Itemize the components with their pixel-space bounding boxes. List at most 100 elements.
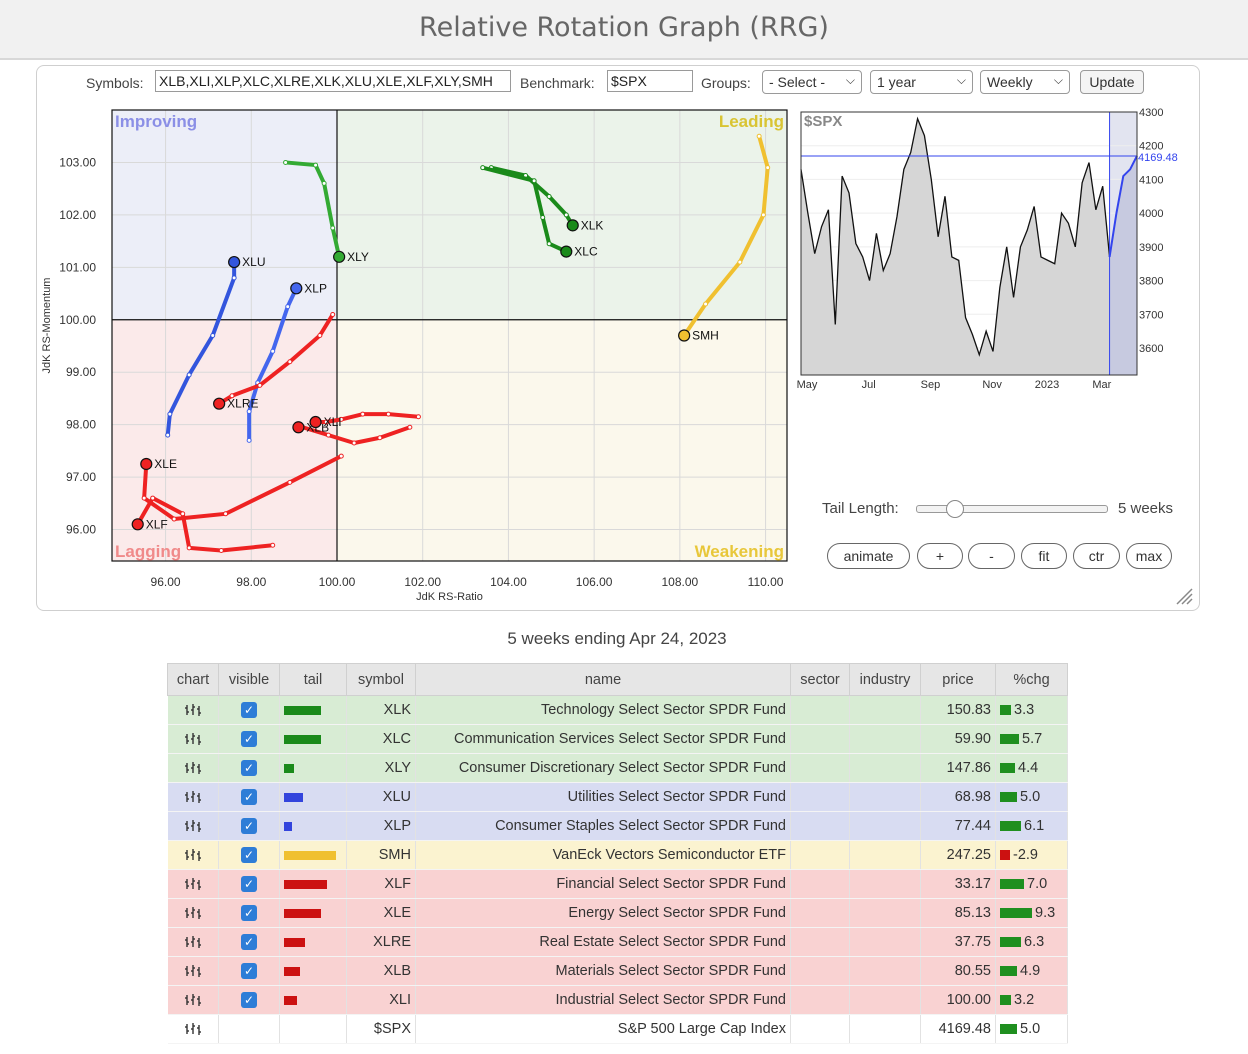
frequency-select[interactable]: Weekly ⌵ bbox=[980, 70, 1070, 94]
visible-cell[interactable]: ✓ bbox=[218, 869, 280, 899]
table-row[interactable]: ✓ XLB Materials Select Sector SPDR Fund 80.… bbox=[167, 956, 1068, 986]
column-header[interactable]: industry bbox=[849, 663, 921, 696]
visible-cell[interactable]: ✓ bbox=[218, 782, 280, 812]
visible-checkbox[interactable]: ✓ bbox=[241, 789, 257, 806]
candlestick-chart-icon[interactable] bbox=[184, 963, 202, 979]
table-row[interactable]: ✓ SMH VanEck Vectors Semiconductor ETF 247.… bbox=[167, 840, 1068, 870]
chart-cell[interactable] bbox=[167, 840, 219, 870]
period-select[interactable]: 1 year ⌵ bbox=[870, 70, 973, 94]
tail-point bbox=[531, 178, 537, 184]
candlestick-chart-icon[interactable] bbox=[184, 992, 202, 1008]
visible-checkbox[interactable]: ✓ bbox=[241, 760, 257, 777]
tail-cell bbox=[279, 869, 347, 899]
price-cell: 4169.48 bbox=[920, 1014, 996, 1044]
column-header[interactable]: symbol bbox=[346, 663, 416, 696]
table-row[interactable]: ✓ XLC Communication Services Select Sector… bbox=[167, 724, 1068, 754]
column-header[interactable]: name bbox=[415, 663, 791, 696]
candlestick-chart-icon[interactable] bbox=[184, 905, 202, 921]
visible-checkbox[interactable]: ✓ bbox=[241, 876, 257, 893]
visible-cell[interactable]: ✓ bbox=[218, 695, 280, 725]
candlestick-chart-icon[interactable] bbox=[184, 760, 202, 776]
change-value: 5.7 bbox=[1022, 731, 1043, 747]
visible-cell[interactable]: ✓ bbox=[218, 985, 280, 1015]
zoom-in-button[interactable]: + bbox=[917, 543, 963, 569]
symbol-cell: XLP bbox=[346, 811, 416, 841]
head-point-xli bbox=[309, 415, 322, 429]
visible-checkbox[interactable]: ✓ bbox=[241, 992, 257, 1009]
column-header[interactable]: chart bbox=[167, 663, 219, 696]
candlestick-chart-icon[interactable] bbox=[184, 702, 202, 718]
candlestick-chart-icon[interactable] bbox=[184, 789, 202, 805]
candlestick-chart-icon[interactable] bbox=[184, 818, 202, 834]
table-row[interactable]: ✓ XLF Financial Select Sector SPDR Fund 33.… bbox=[167, 869, 1068, 899]
tail-point bbox=[546, 194, 552, 200]
visible-checkbox[interactable]: ✓ bbox=[241, 818, 257, 835]
candlestick-chart-icon[interactable] bbox=[184, 847, 202, 863]
animate-button[interactable]: animate bbox=[827, 543, 910, 569]
chart-cell[interactable] bbox=[167, 782, 219, 812]
visible-checkbox[interactable]: ✓ bbox=[241, 934, 257, 951]
table-row[interactable]: ✓ XLK Technology Select Sector SPDR Fund 15… bbox=[167, 695, 1068, 725]
visible-checkbox[interactable]: ✓ bbox=[241, 847, 257, 864]
visible-cell[interactable]: ✓ bbox=[218, 956, 280, 986]
x-tick-label: 108.00 bbox=[662, 575, 699, 589]
tail-length-slider-track[interactable] bbox=[916, 505, 1108, 513]
center-button[interactable]: ctr bbox=[1073, 543, 1120, 569]
column-header[interactable]: %chg bbox=[995, 663, 1068, 696]
chart-cell[interactable] bbox=[167, 753, 219, 783]
chart-cell[interactable] bbox=[167, 869, 219, 899]
chart-cell[interactable] bbox=[167, 695, 219, 725]
series-label: XLRE bbox=[227, 397, 258, 411]
max-button[interactable]: max bbox=[1126, 543, 1172, 569]
groups-select[interactable]: - Select - ⌵ bbox=[762, 70, 862, 94]
update-button[interactable]: Update bbox=[1080, 70, 1144, 94]
column-header[interactable]: price bbox=[920, 663, 996, 696]
table-row[interactable]: ✓ XLP Consumer Staples Select Sector SPDR … bbox=[167, 811, 1068, 841]
visible-cell[interactable]: ✓ bbox=[218, 898, 280, 928]
table-row[interactable]: ✓ XLU Utilities Select Sector SPDR Fund 68.… bbox=[167, 782, 1068, 812]
table-row[interactable]: ✓ XLE Energy Select Sector SPDR Fund 85.13 9… bbox=[167, 898, 1068, 928]
resize-handle-icon[interactable] bbox=[1174, 586, 1194, 606]
table-row[interactable]: $SPX S&P 500 Large Cap Index 4169.48 5.0 bbox=[167, 1014, 1068, 1044]
chart-cell[interactable] bbox=[167, 724, 219, 754]
chart-cell[interactable] bbox=[167, 985, 219, 1015]
visible-cell[interactable]: ✓ bbox=[218, 724, 280, 754]
tail-point bbox=[407, 424, 413, 430]
tail-cell bbox=[279, 956, 347, 986]
candlestick-chart-icon[interactable] bbox=[184, 1021, 202, 1037]
symbol-cell: XLY bbox=[346, 753, 416, 783]
table-row[interactable]: ✓ XLRE Real Estate Select Sector SPDR Fund… bbox=[167, 927, 1068, 957]
chart-cell[interactable] bbox=[167, 927, 219, 957]
candlestick-chart-icon[interactable] bbox=[184, 934, 202, 950]
industry-cell bbox=[849, 753, 921, 783]
candlestick-chart-icon[interactable] bbox=[184, 876, 202, 892]
chart-cell[interactable] bbox=[167, 898, 219, 928]
zoom-out-button[interactable]: - bbox=[968, 543, 1015, 569]
table-row[interactable]: ✓ XLI Industrial Select Sector SPDR Fund 10… bbox=[167, 985, 1068, 1015]
visible-checkbox[interactable]: ✓ bbox=[241, 963, 257, 980]
candlestick-chart-icon[interactable] bbox=[184, 731, 202, 747]
fit-button[interactable]: fit bbox=[1021, 543, 1067, 569]
benchmark-input[interactable] bbox=[607, 70, 693, 92]
head-point-xlb bbox=[292, 421, 305, 434]
symbols-input[interactable] bbox=[155, 70, 511, 92]
chart-cell[interactable] bbox=[167, 811, 219, 841]
series-label: XLP bbox=[304, 281, 327, 295]
tail-length-slider-handle[interactable] bbox=[945, 500, 964, 518]
visible-cell[interactable]: ✓ bbox=[218, 811, 280, 841]
visible-checkbox[interactable]: ✓ bbox=[241, 731, 257, 748]
column-header[interactable]: sector bbox=[790, 663, 850, 696]
tail-cell bbox=[279, 695, 347, 725]
visible-cell[interactable]: ✓ bbox=[218, 840, 280, 870]
visible-cell[interactable] bbox=[218, 1014, 280, 1044]
chevron-down-icon: ⌵ bbox=[1053, 73, 1063, 87]
visible-cell[interactable]: ✓ bbox=[218, 753, 280, 783]
column-header[interactable]: tail bbox=[279, 663, 347, 696]
visible-checkbox[interactable]: ✓ bbox=[241, 905, 257, 922]
visible-cell[interactable]: ✓ bbox=[218, 927, 280, 957]
chart-cell[interactable] bbox=[167, 1014, 219, 1044]
chart-cell[interactable] bbox=[167, 956, 219, 986]
column-header[interactable]: visible bbox=[218, 663, 280, 696]
visible-checkbox[interactable]: ✓ bbox=[241, 702, 257, 719]
table-row[interactable]: ✓ XLY Consumer Discretionary Select Sector… bbox=[167, 753, 1068, 783]
